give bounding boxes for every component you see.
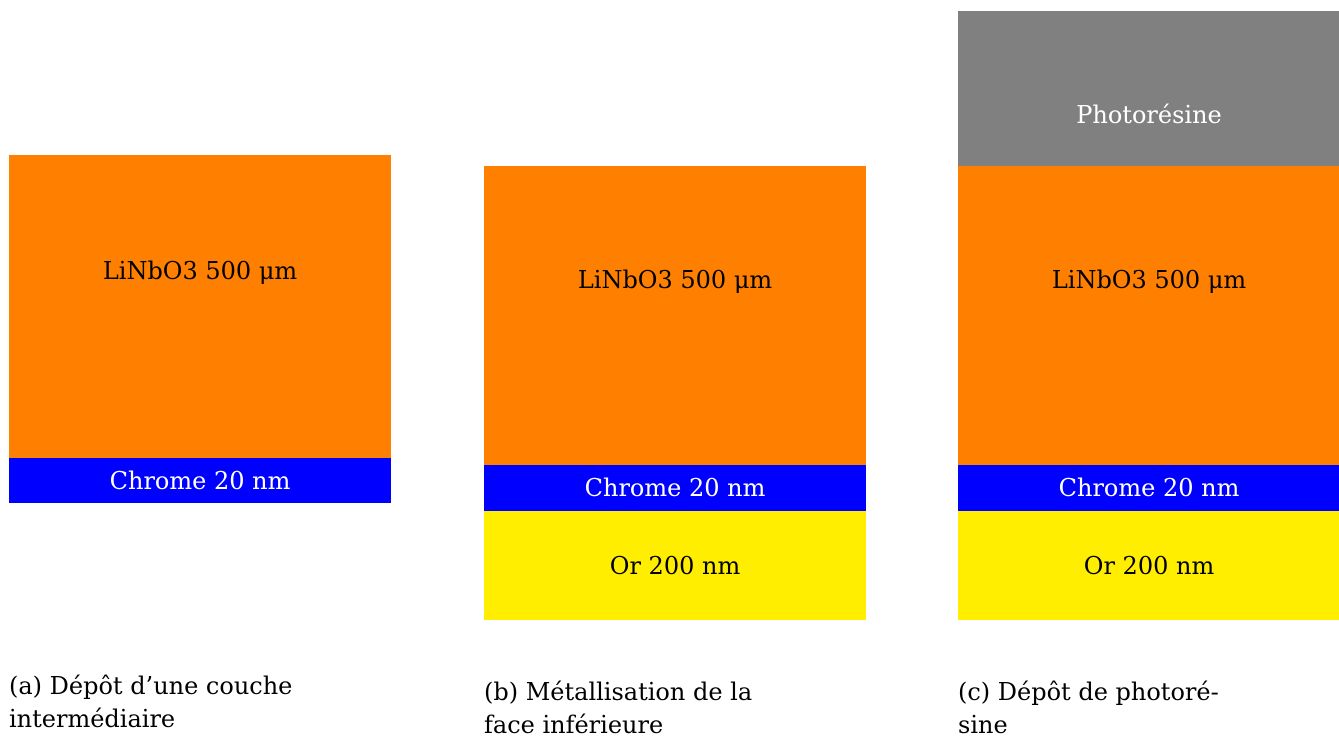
panel-b: LiNbO3 500 μm Chrome 20 nm Or 200 nm (b)…	[484, 0, 866, 740]
layer-linbo3: LiNbO3 500 μm	[958, 166, 1339, 465]
panel-c: Photorésine LiNbO3 500 μm Chrome 20 nm O…	[958, 0, 1339, 740]
layer-label: LiNbO3 500 μm	[102, 256, 298, 285]
caption: (c) Dépôt de photoré- sine	[958, 676, 1298, 742]
caption-line: (a) Dépôt d’une couche	[9, 672, 293, 700]
layer-photoresist: Photorésine	[958, 11, 1339, 166]
caption-line: sine	[958, 711, 1008, 739]
layer-label: LiNbO3 500 μm	[577, 265, 773, 294]
layer-chrome: Chrome 20 nm	[958, 465, 1339, 511]
layer-label: Photorésine	[1076, 100, 1222, 129]
caption: (a) Dépôt d’une couche intermédiaire	[9, 670, 349, 736]
layer-label: Chrome 20 nm	[109, 466, 291, 495]
layer-linbo3: LiNbO3 500 μm	[484, 166, 866, 465]
caption-line: (b) Métallisation de la	[484, 678, 753, 706]
caption-line: (c) Dépôt de photoré-	[958, 678, 1219, 706]
layer-label: Or 200 nm	[609, 551, 741, 580]
layer-chrome: Chrome 20 nm	[484, 465, 866, 511]
layer-linbo3: LiNbO3 500 μm	[9, 155, 391, 458]
caption-line: face inférieure	[484, 711, 664, 739]
panel-a: LiNbO3 500 μm Chrome 20 nm (a) Dépôt d’u…	[9, 0, 391, 740]
layer-label: LiNbO3 500 μm	[1051, 265, 1247, 294]
layer-label: Chrome 20 nm	[1058, 474, 1240, 502]
layer-label: Chrome 20 nm	[584, 474, 766, 502]
layer-gold: Or 200 nm	[484, 511, 866, 620]
caption: (b) Métallisation de la face inférieure	[484, 676, 824, 742]
caption-line: intermédiaire	[9, 705, 176, 733]
layer-chrome: Chrome 20 nm	[9, 458, 391, 503]
layer-gold: Or 200 nm	[958, 511, 1339, 620]
layer-label: Or 200 nm	[1083, 551, 1215, 580]
